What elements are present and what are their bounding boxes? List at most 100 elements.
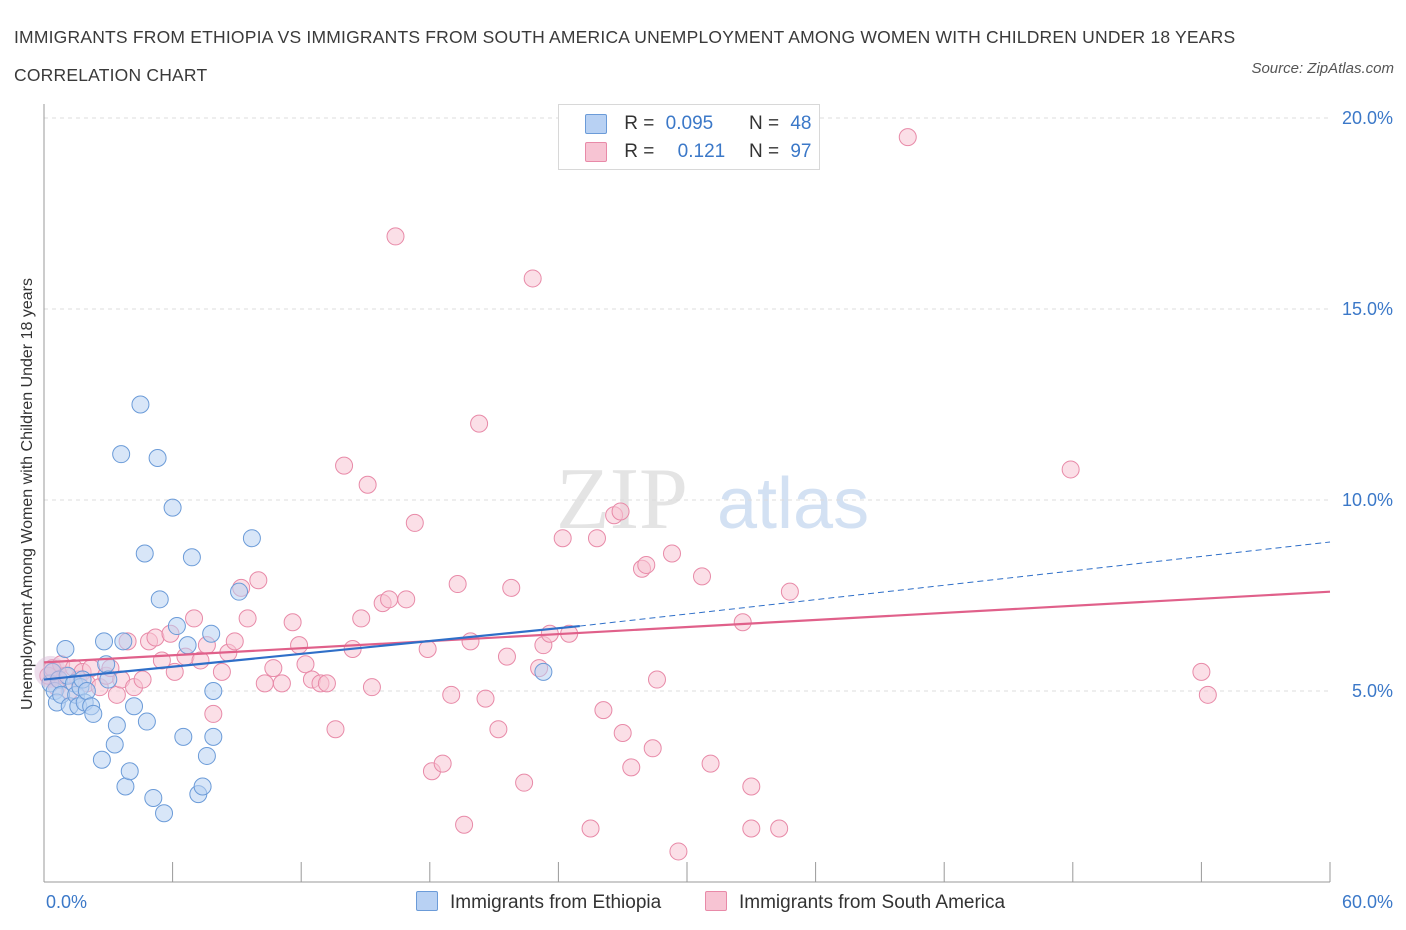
ethiopia-point [131, 395, 150, 414]
south-america-point [637, 555, 656, 574]
series-legend: Immigrants from Ethiopia Immigrants from… [0, 888, 1406, 918]
south-america-point [780, 582, 799, 601]
south-america-point [523, 269, 542, 288]
ethiopia-point [204, 682, 223, 700]
south-america-point [594, 701, 613, 720]
south-america-point [212, 662, 231, 681]
y-tick-label: 15.0% [1342, 299, 1393, 319]
south-america-point [455, 815, 474, 834]
ethiopia-swatch [416, 891, 438, 911]
legend-item-south-america[interactable]: Immigrants from South America [705, 890, 1005, 916]
south-america-point [587, 529, 606, 548]
south-america-point [290, 636, 309, 655]
ethiopia-point [105, 735, 124, 754]
ethiopia-point [167, 617, 186, 636]
source-label: Source: ZipAtlas.com [1251, 60, 1394, 77]
ethiopia-point [107, 716, 126, 735]
grid [44, 117, 1330, 692]
south-america-point [185, 609, 204, 628]
south-america-point [1192, 662, 1211, 681]
legend-item-label: Immigrants from South America [739, 892, 1006, 913]
south-america-point [643, 739, 662, 758]
legend-r-label: R = [624, 141, 655, 162]
legend-n-value: 97 [790, 141, 812, 162]
south-america-point [898, 128, 917, 147]
south-america-point [662, 544, 681, 563]
south-america-point [733, 613, 752, 632]
south-america-point [553, 529, 572, 548]
legend-row-ethiopia: R = 0.095 N = 48 [585, 111, 811, 137]
ethiopia-trend-line [43, 624, 580, 681]
ethiopia-point [230, 582, 249, 601]
south-america-point [352, 609, 371, 628]
south-america-point [225, 632, 244, 651]
ethiopia-point [92, 750, 111, 769]
south-america-point [204, 704, 223, 723]
south-america-point [362, 678, 381, 697]
watermark-atlas: atlas [717, 464, 869, 544]
south-america-point [335, 456, 354, 475]
south-america-point [405, 513, 424, 532]
ethiopia-point [178, 636, 197, 655]
south-america-point [317, 674, 336, 693]
chart-title: IMMIGRANTS FROM ETHIOPIA VS IMMIGRANTS F… [14, 27, 1236, 85]
south-america-point [693, 567, 712, 586]
ethiopia-point [114, 632, 133, 651]
south-america-trend-line [43, 590, 1331, 664]
ethiopia-point [534, 662, 553, 681]
south-america-point [622, 758, 641, 777]
ethiopia-point [137, 712, 156, 731]
legend-r-label: R = [624, 113, 655, 134]
south-america-point [146, 628, 165, 647]
ethiopia-point [56, 639, 75, 658]
ethiopia-point [193, 777, 212, 796]
south-america-point [133, 670, 152, 689]
south-america-point [476, 689, 495, 708]
ethiopia-point [204, 727, 223, 746]
south-america-point [647, 670, 666, 689]
south-america-point [418, 639, 437, 658]
ethiopia-point [135, 544, 154, 563]
ethiopia-point [84, 704, 103, 723]
south-america-point [249, 571, 268, 590]
south-america-point [1198, 685, 1217, 704]
ethiopia-point [144, 788, 163, 807]
axes [43, 104, 1331, 883]
ethiopia-point [120, 762, 139, 781]
south-america-point [489, 720, 508, 739]
ethiopia-point [197, 746, 216, 765]
south-america-point [272, 674, 291, 693]
south-america-point [397, 590, 416, 609]
correlation-legend: R = 0.095 N = 48 R = 0.121 N = 97 [558, 104, 820, 170]
ethiopia-point [116, 777, 135, 796]
south-america-point [613, 724, 632, 743]
south-america-point [386, 227, 405, 246]
south-america-point [264, 659, 283, 678]
ethiopia-trend-extension [579, 541, 1331, 627]
south-america-swatch [585, 141, 607, 162]
y-tick-label: 20.0% [1342, 108, 1393, 128]
ethiopia-point [155, 804, 174, 823]
south-america-point [296, 655, 315, 674]
ethiopia-point [77, 682, 96, 700]
ethiopia-point [95, 632, 114, 651]
ethiopia-point [182, 548, 201, 567]
south-america-point [701, 754, 720, 773]
south-america-point [497, 647, 516, 666]
ethiopia-point [112, 445, 131, 464]
south-america-point [742, 819, 761, 838]
x-tick-label: 60.0% [1342, 892, 1393, 912]
legend-r-value: 0.095 [665, 113, 714, 134]
legend-r-value: 0.121 [677, 141, 726, 162]
south-america-point [433, 754, 452, 773]
ethiopia-swatch [585, 113, 607, 134]
ethiopia-point [125, 697, 144, 716]
south-america-point [669, 842, 688, 861]
trend-lines [43, 541, 1331, 681]
south-america-swatch [705, 891, 727, 911]
ethiopia-point [150, 590, 169, 609]
south-america-point [107, 685, 126, 704]
y-tick-label: 10.0% [1342, 490, 1393, 510]
legend-item-ethiopia[interactable]: Immigrants from Ethiopia [416, 890, 661, 916]
south-america-point [255, 674, 274, 693]
